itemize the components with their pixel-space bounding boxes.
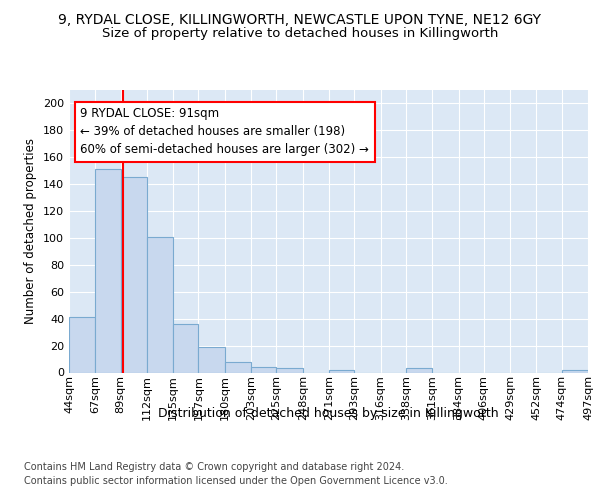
Text: 9 RYDAL CLOSE: 91sqm
← 39% of detached houses are smaller (198)
60% of semi-deta: 9 RYDAL CLOSE: 91sqm ← 39% of detached h… [80, 108, 370, 156]
Bar [225, 362, 251, 372]
Bar [277, 368, 303, 372]
Bar [251, 367, 277, 372]
Y-axis label: Number of detached properties: Number of detached properties [25, 138, 37, 324]
Text: Distribution of detached houses by size in Killingworth: Distribution of detached houses by size … [158, 408, 499, 420]
Text: Contains HM Land Registry data © Crown copyright and database right 2024.: Contains HM Land Registry data © Crown c… [24, 462, 404, 472]
Bar [147, 236, 173, 372]
Bar [329, 370, 354, 372]
Bar [199, 347, 225, 372]
Bar [121, 178, 147, 372]
Bar [173, 324, 199, 372]
Text: Contains public sector information licensed under the Open Government Licence v3: Contains public sector information licen… [24, 476, 448, 486]
Bar [69, 318, 95, 372]
Bar [406, 368, 432, 372]
Bar [562, 370, 588, 372]
Bar [95, 170, 121, 372]
Text: 9, RYDAL CLOSE, KILLINGWORTH, NEWCASTLE UPON TYNE, NE12 6GY: 9, RYDAL CLOSE, KILLINGWORTH, NEWCASTLE … [59, 12, 542, 26]
Text: Size of property relative to detached houses in Killingworth: Size of property relative to detached ho… [102, 28, 498, 40]
